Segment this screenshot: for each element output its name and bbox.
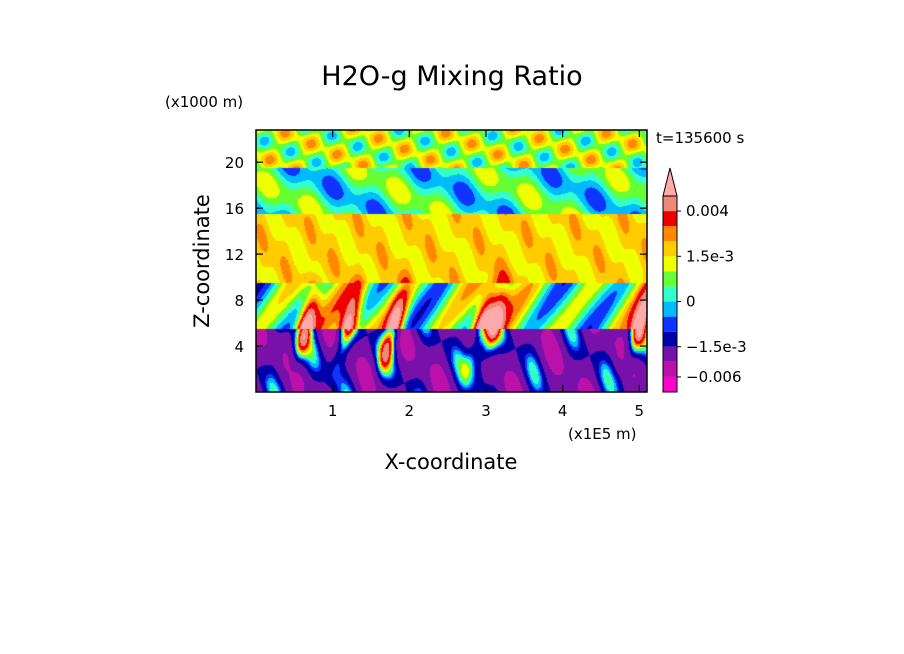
y-tick-label: 12 [225,246,244,264]
colorbar: 0.004 1.5e-3 0 −1.5e-3 −0.006 [662,167,747,393]
x-tick-label: 3 [481,402,491,420]
colorbar-band [663,301,677,317]
colorbar-band [663,211,677,227]
colorbar-band [663,346,677,362]
y-tick-label: 16 [225,200,244,218]
x-axis: 1 2 3 4 5 [328,130,644,420]
y-axis: 4 8 12 16 20 [225,154,647,356]
colorbar-band [663,316,677,332]
plot-frame [255,129,648,393]
y-tick-label: 4 [234,338,244,356]
colorbar-band [663,376,677,392]
colorbar-extend-triangle [662,167,678,197]
colorbar-label: 1.5e-3 [686,247,734,265]
contour-field [256,130,647,392]
x-axis-label: X-coordinate [385,450,518,474]
colorbar-label: 0 [686,293,696,311]
colorbar-band [663,271,677,287]
x-scale-label: (x1E5 m) [568,425,637,443]
y-scale-label: (x1000 m) [165,93,243,111]
x-tick-label: 1 [328,402,338,420]
x-tick-label: 4 [558,402,568,420]
colorbar-band [663,361,677,377]
colorbar-band [663,226,677,242]
colorbar-label: −0.006 [686,368,742,386]
colorbar-frame [662,195,678,393]
colorbar-band [663,331,677,347]
colorbar-label: 0.004 [686,202,729,220]
y-axis-label: Z-coordinate [190,194,214,328]
x-tick-label: 5 [635,402,645,420]
y-tick-label: 20 [225,154,244,172]
colorbar-band [663,241,677,257]
colorbar-band [663,256,677,272]
timestamp-label: t=135600 s [656,129,744,147]
contour-raster [256,130,647,392]
colorbar-band [663,196,677,212]
x-tick-label: 2 [405,402,415,420]
y-tick-label: 8 [234,292,244,310]
colorbar-band [663,286,677,302]
colorbar-label: −1.5e-3 [686,338,747,356]
chart-title: H2O-g Mixing Ratio [321,61,582,92]
